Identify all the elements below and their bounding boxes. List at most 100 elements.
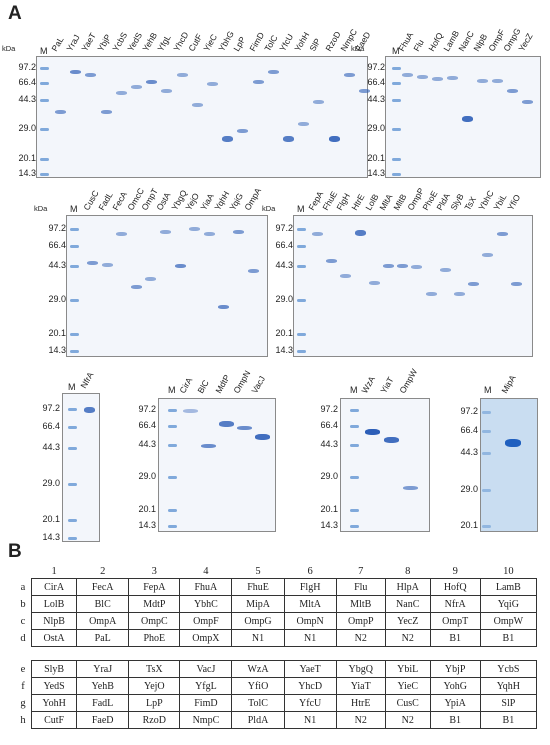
grid-cell: YiaT [335,677,386,695]
grid-cell: FhuA [179,578,233,596]
protein-band [312,232,323,237]
ladder-band [482,411,491,414]
grid-cell: YfcU [283,694,337,712]
gel-4 [293,215,533,357]
sample-grid-table: 1 2 3 4 5 6 7 8 9 10 a CirA FecA FepA FhuA FhuE FlgH Flu H… [15,565,538,729]
mw-marker-label: 14.3 [367,168,385,178]
grid-cell: PaL [76,629,130,647]
mw-marker-label: 29.0 [42,477,60,488]
protein-band [101,262,113,267]
ladder-band [70,350,79,353]
grid-column-header: 2 [100,566,106,577]
mw-marker-label: 66.4 [367,76,385,87]
protein-band [492,79,503,84]
protein-band [218,304,230,309]
grid-row-label: e [20,663,26,675]
grid-cell: FecA [76,578,130,596]
grid-column-header: 9 [452,566,458,577]
grid-cell: SlP [479,694,538,712]
lane-label: YraJ [64,32,82,53]
protein-band [160,229,171,234]
mw-marker-label: 20.1 [42,513,60,524]
mw-marker-label: 44.3 [48,259,66,270]
lane-label: YaeT [79,30,99,53]
protein-band [298,121,310,126]
ladder-band [297,350,306,353]
grid-cell: CutF [30,711,78,729]
grid-cell: OmpP [335,612,386,630]
ladder-band [350,425,359,429]
gel-7 [340,398,430,532]
grid-column-header: 5 [255,566,261,577]
grid-cell: MdtP [128,595,181,613]
ladder-band [350,525,359,528]
grid-column-header: 4 [203,566,209,577]
ladder-band [70,264,79,268]
grid-cell: B1 [479,711,538,729]
lane-label: LolB [363,192,381,212]
grid-cell: FimD [179,694,233,712]
ladder-band [168,476,177,480]
grid-row: f YedS YehB YejO YfgL YfiO YhcD YiaT YieC YohG Yqh… [15,677,538,695]
kda-label: kDa [34,204,48,213]
lane-label: YiaA [198,191,216,212]
mw-marker-label: 20.1 [460,520,478,530]
grid-cell: NmpC [179,711,233,729]
grid-cell: N1 [231,629,285,647]
grid-cell: YhcD [283,677,337,695]
marker-lane-label: M [70,204,78,214]
grid-cell: BlC [76,595,130,613]
protein-band [417,74,428,79]
protein-band [397,263,409,268]
ladder-band [70,228,79,231]
protein-band [432,76,443,81]
marker-lane-label: M [350,385,358,395]
grid-cell: OmpC [128,612,181,630]
gel-6 [158,398,276,532]
protein-band [183,409,198,414]
protein-band [507,89,518,94]
grid-cell: MipA [231,595,285,613]
grid-cell: N2 [384,629,431,647]
grid-cell: N1 [283,711,337,729]
protein-band [365,429,380,436]
protein-band [447,75,458,80]
protein-band [191,102,203,107]
ladder-band [392,173,401,176]
grid-row-label: c [20,615,26,627]
mw-marker-label: 44.3 [275,259,293,270]
grid-cell: Flu [335,578,386,596]
lane-label: HofQ [426,30,445,53]
grid-cell: YqhH [479,677,538,695]
lane-label: PaL [49,34,66,53]
protein-band [219,420,234,427]
mw-marker-label: 97.2 [48,223,66,233]
protein-band [87,261,98,266]
lane-label: FecA [110,189,130,212]
ladder-band [168,525,177,528]
grid-cell: YraJ [76,660,130,678]
mw-marker-label: 29.0 [48,293,66,304]
grid-cell: FhuE [231,578,285,596]
marker-lane-label: M [297,204,305,214]
ladder-band [68,426,77,430]
lane-label: YhcD [170,29,190,53]
ladder-band [350,409,359,412]
ladder-band [68,482,77,486]
grid-cell: OstA [30,629,78,647]
protein-band [368,281,380,286]
gel-5 [62,393,100,542]
lane-label: YcbS [110,30,129,53]
lane-label: OmpA [241,186,263,212]
protein-band [85,73,97,78]
ladder-band [482,430,491,434]
grid-cell: OmpT [429,612,481,630]
grid-cell: NlpB [30,612,78,630]
mw-marker-label: 20.1 [320,503,338,514]
marker-lane-label: M [484,385,492,395]
lane-label: YohH [292,30,312,53]
grid-row-label: g [20,697,26,709]
grid-row-label: d [20,632,26,644]
grid-cell: FaeD [76,711,130,729]
protein-band [131,84,142,89]
